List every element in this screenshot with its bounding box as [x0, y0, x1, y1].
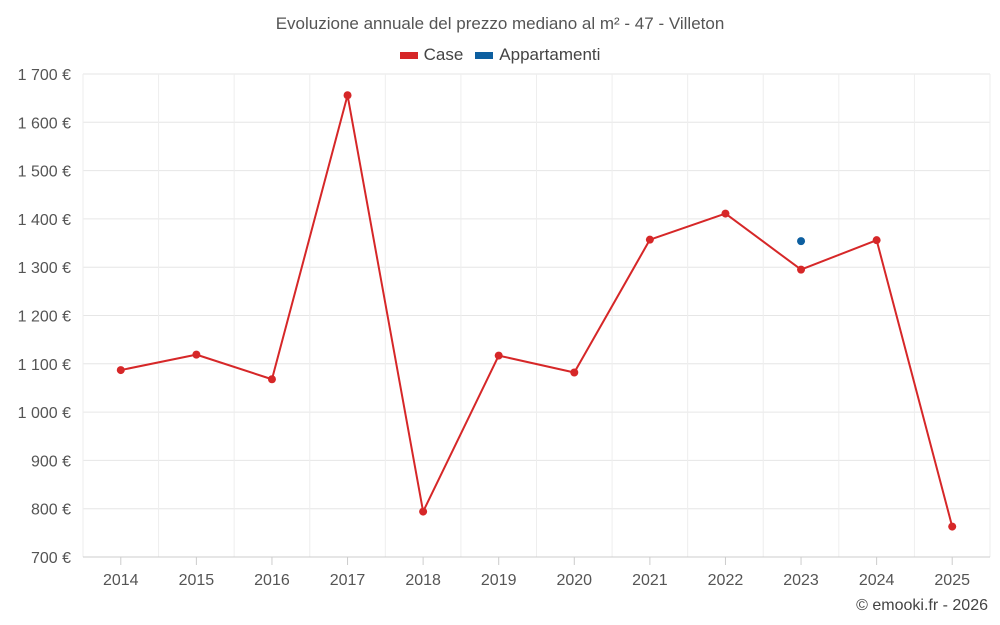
chart-title: Evoluzione annuale del prezzo mediano al… — [275, 14, 725, 33]
y-tick-label: 1 400 € — [18, 212, 71, 229]
data-point-case — [343, 91, 352, 100]
data-point-case — [721, 209, 730, 218]
data-point-case — [116, 366, 125, 375]
x-tick-label: 2022 — [708, 572, 744, 589]
data-point-case — [192, 350, 201, 359]
y-tick-label: 1 500 € — [18, 164, 71, 181]
data-point-case — [494, 351, 503, 360]
data-point-case — [267, 375, 276, 384]
y-tick-label: 1 100 € — [18, 357, 71, 374]
x-tick-label: 2016 — [254, 572, 290, 589]
legend-swatch-appartamenti — [475, 51, 494, 59]
legend-label-appartamenti: Appartamenti — [499, 45, 601, 64]
data-point-case — [570, 368, 579, 377]
data-point-case — [872, 236, 881, 245]
x-tick-label: 2015 — [179, 572, 215, 589]
credit-text: © emooki.fr - 2026 — [856, 597, 988, 614]
y-tick-label: 1 200 € — [18, 309, 71, 326]
x-tick-label: 2021 — [632, 572, 668, 589]
y-tick-label: 800 € — [31, 502, 71, 519]
y-tick-label: 900 € — [31, 453, 71, 470]
x-tick-label: 2014 — [103, 572, 139, 589]
y-tick-label: 1 700 € — [18, 67, 71, 84]
x-tick-label: 2024 — [859, 572, 895, 589]
legend-label-case: Case — [423, 45, 464, 64]
x-tick-label: 2018 — [405, 572, 441, 589]
y-tick-label: 700 € — [31, 550, 71, 567]
x-tick-label: 2019 — [481, 572, 517, 589]
x-tick-label: 2023 — [783, 572, 819, 589]
data-point-case — [645, 235, 654, 244]
y-tick-label: 1 300 € — [18, 260, 71, 277]
legend-item-appartamenti[interactable]: Appartamenti — [475, 45, 600, 65]
x-tick-label: 2017 — [330, 572, 366, 589]
data-point-appartamenti — [797, 237, 806, 246]
x-tick-label: 2025 — [934, 572, 970, 589]
y-tick-label: 1 600 € — [18, 115, 71, 132]
data-point-case — [419, 507, 428, 516]
chart-legend: Case Appartamenti — [0, 45, 1000, 65]
legend-swatch-case — [399, 51, 418, 59]
legend-item-case[interactable]: Case — [399, 45, 464, 65]
series-line-case — [120, 94, 954, 527]
data-point-case — [948, 522, 957, 531]
x-tick-label: 2020 — [556, 572, 592, 589]
y-tick-label: 1 000 € — [18, 405, 71, 422]
data-point-case — [797, 265, 806, 274]
